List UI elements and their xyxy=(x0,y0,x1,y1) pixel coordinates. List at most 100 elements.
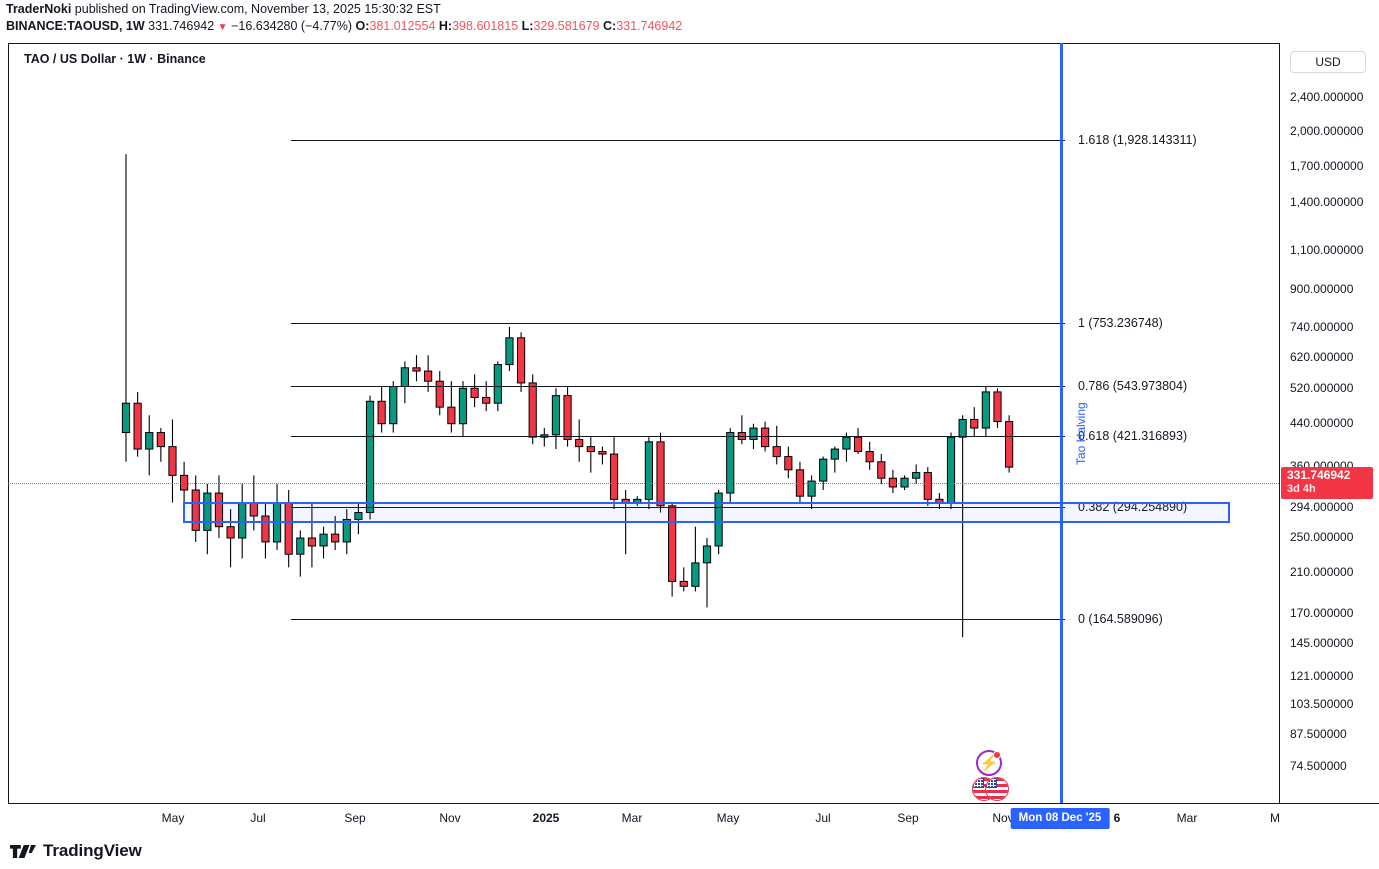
candle xyxy=(702,538,712,608)
symbol-label: BINANCE:TAOUSD, 1W xyxy=(6,19,145,33)
bar-countdown: 3d 4h xyxy=(1287,483,1316,495)
candle xyxy=(912,464,921,485)
price-tick: 210.000000 xyxy=(1290,565,1354,579)
fib-level-line[interactable] xyxy=(291,436,1065,437)
candle xyxy=(412,355,421,382)
fib-level-line[interactable] xyxy=(291,619,1065,620)
flag-canton xyxy=(973,778,984,788)
candle xyxy=(296,530,305,577)
candle xyxy=(226,509,235,568)
down-arrow-icon: ▼ xyxy=(217,22,228,33)
candle xyxy=(203,484,212,555)
open-key: O: xyxy=(355,19,370,33)
fib-level-label: 1.618 (1,928.143311) xyxy=(1078,133,1197,147)
price-tick: 900.000000 xyxy=(1290,282,1354,296)
fib-level-label: 0.786 (543.973804) xyxy=(1078,379,1188,393)
price-tick: 620.000000 xyxy=(1290,350,1354,364)
date-badge[interactable]: Mon 08 Dec '25 xyxy=(1010,808,1110,829)
time-tick: M xyxy=(1270,811,1280,825)
low-value: 329.581679 xyxy=(533,19,600,33)
chart-legend[interactable]: TAO / US Dollar · 1W · Binance xyxy=(14,48,216,71)
time-tick: May xyxy=(161,811,185,825)
lightning-bolt-icon: ⚡ xyxy=(976,750,1002,776)
time-tick: Jul xyxy=(815,811,831,825)
time-tick: Sep xyxy=(344,811,366,825)
candle xyxy=(737,415,746,445)
time-tick: Jul xyxy=(250,811,266,825)
time-tick: Mar xyxy=(1176,811,1198,825)
price-tick: 121.000000 xyxy=(1290,669,1354,683)
current-price-line xyxy=(8,483,1279,484)
chart-plot-area[interactable]: 1.618 (1,928.143311) 1 (753.236748) 0.786 … xyxy=(8,43,1279,803)
candle xyxy=(609,437,619,510)
fib-level-line[interactable] xyxy=(291,386,1065,387)
price-axis[interactable]: USD 2,400.000000 2,000.000000 1,700.000000… xyxy=(1279,43,1379,803)
demand-zone-rectangle[interactable] xyxy=(183,502,1230,523)
time-tick: Nov xyxy=(992,811,1014,825)
candle xyxy=(819,456,828,491)
price-tick: 2,400.000000 xyxy=(1290,90,1364,104)
candle xyxy=(853,428,863,455)
time-tick: Mar xyxy=(621,811,643,825)
price-tick: 1,100.000000 xyxy=(1290,243,1364,257)
candle xyxy=(946,432,956,510)
flag-canton xyxy=(986,778,997,788)
candle xyxy=(180,461,189,510)
candle xyxy=(888,469,898,494)
last-price: 331.746942 xyxy=(148,19,215,33)
candle xyxy=(528,374,537,445)
candle xyxy=(540,428,549,447)
price-tick: 74.500000 xyxy=(1290,759,1347,773)
candle xyxy=(121,154,131,462)
fib-level-line[interactable] xyxy=(291,507,1065,508)
price-tick: 520.000000 xyxy=(1290,381,1354,395)
candle xyxy=(993,388,1002,429)
fib-level-line[interactable] xyxy=(291,323,1065,324)
candle xyxy=(435,371,444,416)
bolt-glyph: ⚡ xyxy=(979,755,999,772)
halving-vertical-line[interactable] xyxy=(1060,43,1063,803)
candle xyxy=(923,467,932,506)
candle xyxy=(389,381,398,433)
price-tick: 294.000000 xyxy=(1290,500,1354,514)
low-key: L: xyxy=(521,19,534,33)
chart-frame xyxy=(8,43,1279,803)
time-axis[interactable]: May Jul Sep Nov 2025 Mar May Jul Sep Nov 6 Mar M Mon … xyxy=(8,803,1379,835)
candle xyxy=(644,437,653,510)
price-tick: 1,400.000000 xyxy=(1290,195,1364,209)
price-tick: 145.000000 xyxy=(1290,636,1354,650)
fib-level-line[interactable] xyxy=(291,140,1065,141)
currency-badge[interactable]: USD xyxy=(1290,51,1366,73)
candle xyxy=(842,432,851,462)
publish-line: TraderNoki published on TradingView.com,… xyxy=(6,2,1376,17)
time-tick: 6 xyxy=(1113,811,1121,825)
us-flag-event-icon[interactable] xyxy=(972,777,1010,801)
candle xyxy=(377,386,386,433)
lightning-event-icon[interactable]: ⚡ xyxy=(976,750,1002,776)
open-value: 381.012554 xyxy=(369,19,436,33)
time-tick: 2025 xyxy=(532,811,560,825)
price-change: −16.634280 (−4.77%) xyxy=(231,19,352,33)
close-value: 331.746942 xyxy=(616,19,683,33)
candle xyxy=(900,475,909,491)
current-price-tag[interactable]: 331.746942 3d 4h xyxy=(1281,467,1373,499)
candle xyxy=(261,502,270,559)
current-price-value: 331.746942 xyxy=(1287,468,1351,482)
candle xyxy=(865,441,874,470)
tradingview-logo-icon xyxy=(10,844,36,858)
candle xyxy=(598,446,607,465)
tradingview-brand: TradingView xyxy=(10,841,142,861)
candle xyxy=(307,502,317,568)
author-name: TraderNoki xyxy=(6,2,72,16)
legend-title: TAO / US Dollar · 1W · Binance xyxy=(24,52,206,66)
candle xyxy=(516,332,526,392)
candle xyxy=(424,355,433,392)
close-key: C: xyxy=(602,19,617,33)
candle xyxy=(691,526,700,592)
time-tick: Sep xyxy=(897,811,919,825)
candle xyxy=(145,415,154,476)
quote-line: BINANCE:TAOUSD, 1W 331.746942 ▼ −16.6342… xyxy=(6,18,1376,36)
price-tick: 740.000000 xyxy=(1290,320,1354,334)
candle xyxy=(400,361,409,404)
candle xyxy=(133,391,142,457)
